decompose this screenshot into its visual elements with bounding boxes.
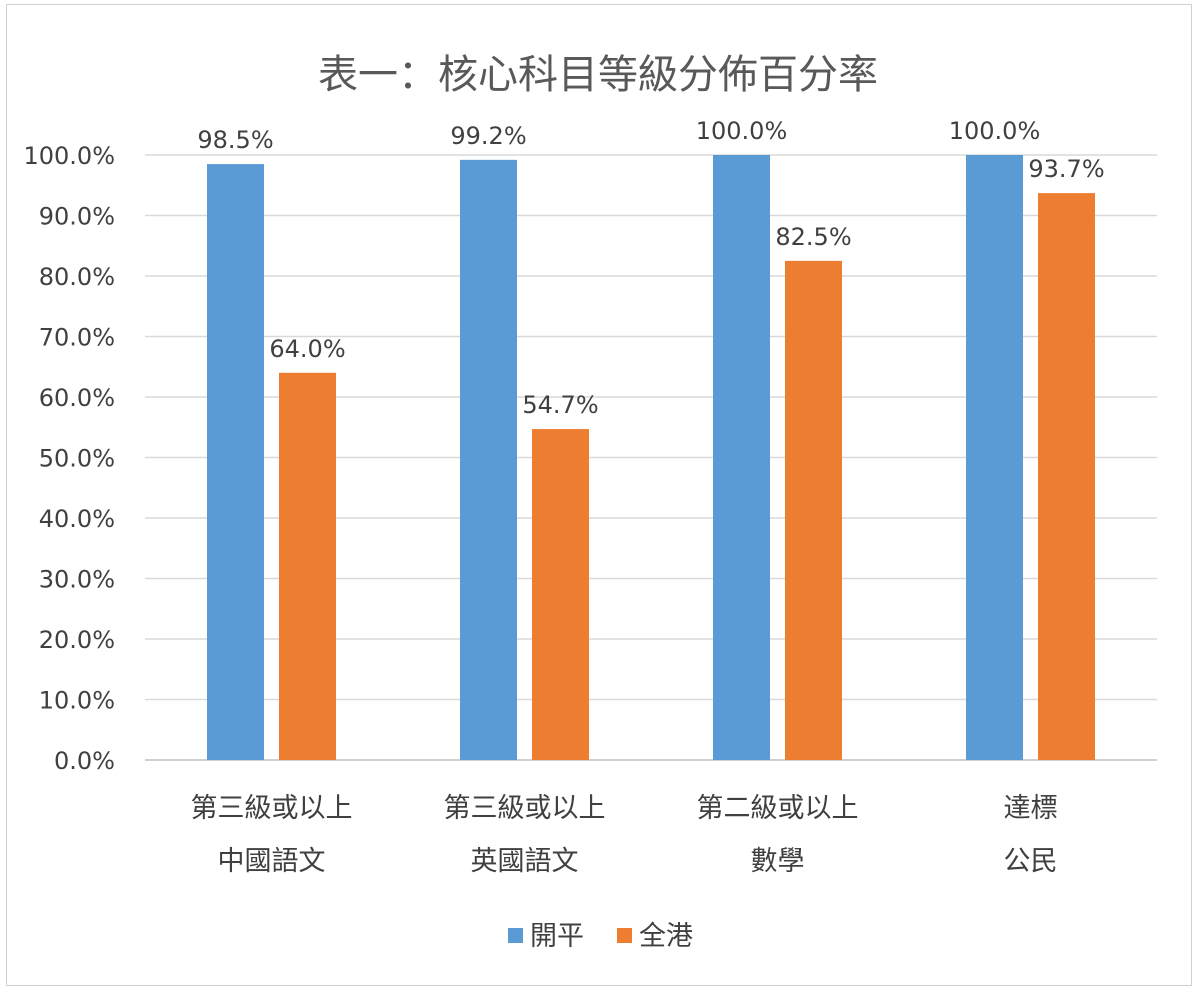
data-label: 54.7% — [522, 391, 598, 419]
legend-swatch — [617, 928, 632, 943]
y-axis-tick-labels: 0.0% 10.0% 20.0% 30.0% 40.0% 50.0% 60.0% 70.0% 8… — [23, 142, 115, 775]
x-tick-label: 中國語文 — [218, 846, 326, 877]
x-tick-label: 第二級或以上 — [697, 793, 859, 824]
y-tick-label: 90.0% — [39, 203, 115, 231]
bar-開平 — [966, 155, 1023, 760]
data-label: 82.5% — [775, 223, 851, 251]
y-tick-label: 10.0% — [39, 687, 115, 715]
bar-全港 — [1038, 193, 1095, 761]
legend-swatch — [508, 928, 523, 943]
x-tick-label: 公民 — [1004, 846, 1058, 877]
x-tick-label: 英國語文 — [471, 846, 579, 877]
y-tick-label: 60.0% — [39, 384, 115, 412]
y-tick-label: 80.0% — [39, 263, 115, 291]
bar-開平 — [713, 155, 770, 760]
data-label: 100.0% — [696, 117, 788, 145]
bar-開平 — [460, 159, 517, 761]
x-tick-label: 第三級或以上 — [191, 793, 353, 824]
chart-title: 表一：核心科目等級分佈百分率 — [318, 52, 878, 98]
data-label: 100.0% — [949, 117, 1041, 145]
data-label: 98.5% — [197, 126, 273, 154]
data-label: 93.7% — [1028, 155, 1104, 183]
legend-label: 開平 — [530, 921, 584, 952]
y-tick-label: 70.0% — [39, 324, 115, 352]
data-label: 64.0% — [269, 335, 345, 363]
legend: 開平 全港 — [508, 921, 693, 952]
x-tick-label: 達標 — [1004, 793, 1058, 824]
data-labels: 98.5% 99.2% 100.0% 100.0% 64.0% 54.7% 82.5% 93.… — [197, 117, 1104, 419]
y-tick-label: 20.0% — [39, 626, 115, 654]
y-tick-label: 100.0% — [23, 142, 115, 170]
x-tick-label: 第三級或以上 — [444, 793, 606, 824]
y-tick-label: 0.0% — [54, 747, 115, 775]
data-label: 99.2% — [450, 122, 526, 150]
y-tick-label: 30.0% — [39, 566, 115, 594]
y-tick-label: 50.0% — [39, 445, 115, 473]
y-tick-label: 40.0% — [39, 505, 115, 533]
bars — [207, 155, 1095, 761]
bar-開平 — [207, 164, 264, 760]
bar-全港 — [532, 429, 589, 760]
bar-全港 — [785, 260, 842, 760]
legend-label: 全港 — [639, 921, 693, 952]
x-tick-label: 數學 — [751, 846, 805, 877]
bar-全港 — [279, 372, 336, 760]
